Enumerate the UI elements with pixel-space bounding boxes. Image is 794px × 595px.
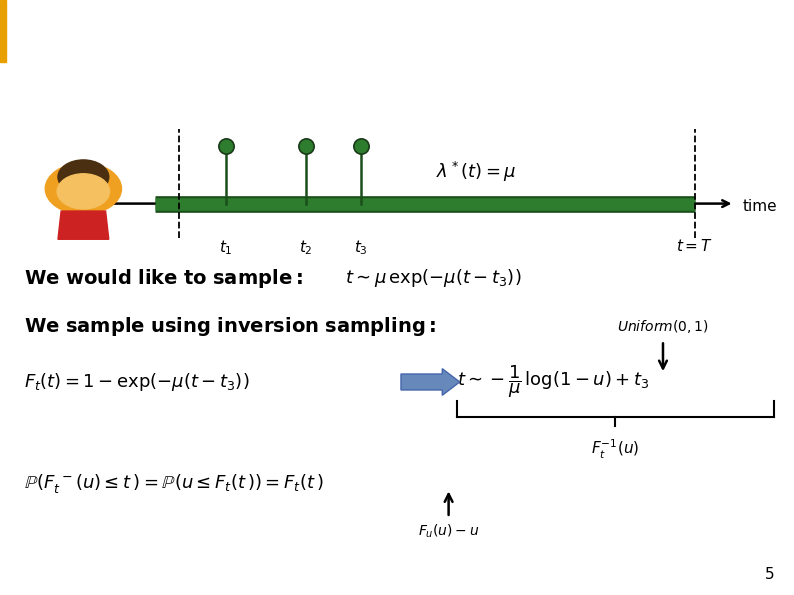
Text: $F_u(u) - u$: $F_u(u) - u$: [418, 522, 480, 540]
Text: $\mathbf{We\ sample\ using\ inversion\ sampling:}$: $\mathbf{We\ sample\ using\ inversion\ s…: [24, 315, 436, 337]
Circle shape: [57, 174, 110, 209]
Text: $Uniform(0,1)$: $Uniform(0,1)$: [617, 318, 709, 334]
Text: $\mathbb{P}(F_t^{\ -}(u) \leq t\,) = \mathbb{P}(u \leq F_t(t\,)) = F_t(t\,)$: $\mathbb{P}(F_t^{\ -}(u) \leq t\,) = \ma…: [24, 472, 324, 494]
Text: $t_2$: $t_2$: [299, 238, 313, 257]
FancyArrow shape: [401, 369, 460, 395]
Text: $F_t^{-1}(u)$: $F_t^{-1}(u)$: [592, 438, 639, 461]
Text: $t_3$: $t_3$: [354, 238, 368, 257]
Text: time: time: [742, 199, 777, 214]
Text: $t \sim \mu\,\exp(-\mu(t - t_3))$: $t \sim \mu\,\exp(-\mu(t - t_3))$: [345, 267, 522, 289]
Text: $t_1$: $t_1$: [219, 238, 233, 257]
Text: $t = T$: $t = T$: [676, 238, 713, 254]
Circle shape: [45, 163, 121, 214]
Circle shape: [58, 160, 109, 194]
Text: $\lambda^*(t) = \mu$: $\lambda^*(t) = \mu$: [436, 159, 517, 184]
Text: Sampling from a Poisson process: Sampling from a Poisson process: [17, 20, 511, 45]
Text: 5: 5: [765, 566, 774, 582]
Text: $\mathbf{We\ would\ like\ to\ sample:}$: $\mathbf{We\ would\ like\ to\ sample:}$: [24, 267, 303, 290]
Text: $F_t(t) = 1 - \exp(-\mu( t - t_3))$: $F_t(t) = 1 - \exp(-\mu( t - t_3))$: [24, 371, 249, 393]
Bar: [0, 0, 6, 62]
Text: $t \sim -\dfrac{1}{\mu}\,\log(1-u) + t_3$: $t \sim -\dfrac{1}{\mu}\,\log(1-u) + t_3…: [457, 364, 649, 400]
Polygon shape: [58, 211, 109, 239]
